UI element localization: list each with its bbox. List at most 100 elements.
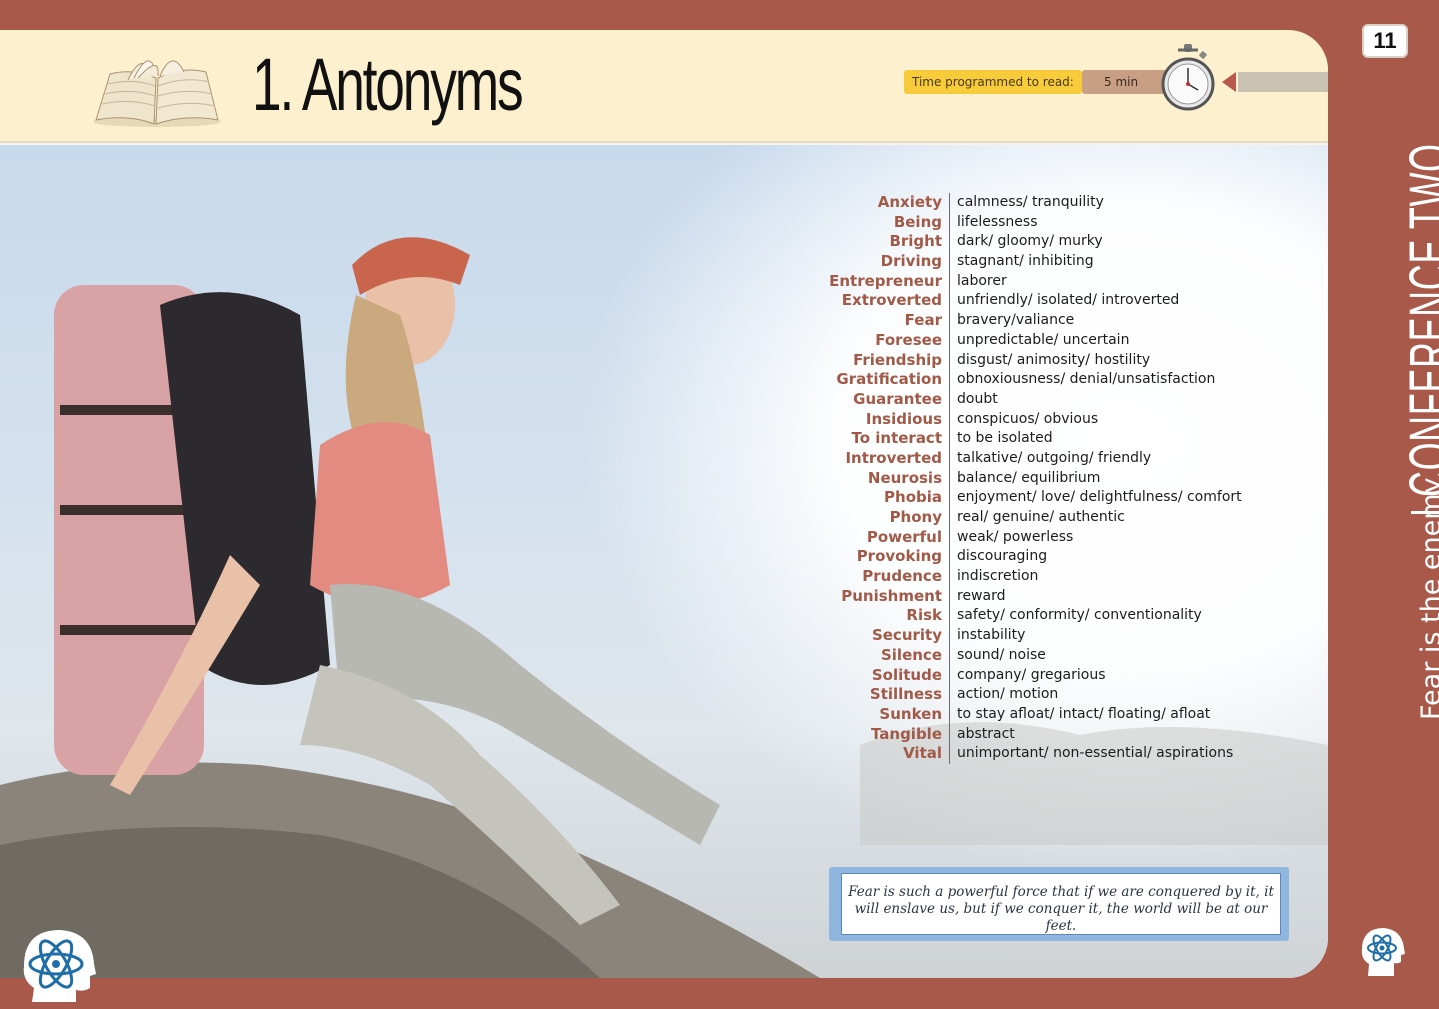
antonym-row: Silence sound/ noise — [776, 645, 1276, 666]
antonym-word: Punishment — [776, 586, 950, 607]
hero-photo — [0, 145, 1328, 978]
antonym-row: Extroverted unfriendly/ isolated/ introve… — [776, 291, 1276, 312]
antonym-row: Provoking discouraging — [776, 547, 1276, 568]
hiker-photo-illustration — [0, 237, 1328, 978]
antonym-definition: laborer — [957, 272, 1007, 289]
antonym-word: Solitude — [776, 665, 950, 686]
antonym-definition: unfriendly/ isolated/ introverted — [957, 292, 1180, 309]
side-section-title: Fear is the enemy CONFERENCE TWO — [1398, 0, 1439, 720]
antonym-definition: sound/ noise — [957, 646, 1046, 663]
antonym-definition: indiscretion — [957, 568, 1039, 585]
antonym-definition: company/ gregarious — [957, 666, 1106, 683]
antonym-word: To interact — [776, 429, 950, 449]
antonym-word: Security — [776, 626, 950, 646]
antonym-word: Extroverted — [776, 291, 950, 312]
antonym-word: Prudence — [776, 567, 950, 587]
antonym-definition: abstract — [957, 725, 1015, 742]
side-subtitle: Fear is the enemy — [1415, 477, 1439, 720]
antonym-definition: talkative/ outgoing/ friendly — [957, 449, 1152, 466]
antonym-definition: lifelessness — [957, 213, 1038, 230]
quote-line-1: Fear is such a powerful force that if we… — [848, 884, 1274, 900]
antonym-word: Entrepreneur — [776, 271, 950, 292]
antonym-row: Powerful weak/ powerless — [776, 527, 1276, 548]
antonym-row: Phobia enjoyment/ love/ delightfulness/ c… — [776, 488, 1276, 508]
atom-head-logo — [23, 930, 96, 1002]
antonym-word: Anxiety — [776, 193, 950, 213]
antonym-row: Guarantee doubt — [776, 389, 1276, 410]
antonym-definition: calmness/ tranquility — [957, 194, 1104, 210]
antonym-word: Friendship — [776, 350, 950, 371]
antonym-row: Phony real/ genuine/ authentic — [776, 508, 1276, 528]
antonym-word: Insidious — [776, 409, 950, 430]
antonym-definition: safety/ conformity/ conventionality — [957, 607, 1202, 624]
antonym-row: Friendship disgust/ animosity/ hostility — [776, 350, 1276, 371]
antonym-word: Powerful — [776, 527, 950, 548]
antonym-word: Provoking — [776, 547, 950, 568]
antonym-word: Phony — [776, 508, 950, 528]
antonym-word: Introverted — [776, 448, 950, 469]
antonym-definition: weak/ powerless — [957, 528, 1074, 545]
side-section-name-text: CONFERENCE TWO — [1398, 143, 1439, 497]
side-section-name: CONFERENCE TWO — [1398, 0, 1439, 497]
antonym-row: Risk safety/ conformity/ conventionality — [776, 606, 1276, 627]
antonym-definition: doubt — [957, 390, 998, 407]
reading-time-label: Time programmed to read: — [904, 70, 1082, 94]
antonym-row: Bright dark/ gloomy/ murky — [776, 232, 1276, 253]
antonym-row: Security instability — [776, 626, 1276, 646]
antonym-row: Neurosis balance/ equilibrium — [776, 468, 1276, 489]
progress-marker — [1222, 72, 1236, 92]
antonym-row: Vital unimportant/ non-essential/ aspirat… — [776, 744, 1276, 764]
antonym-definition: reward — [957, 587, 1006, 604]
antonym-word: Gratification — [776, 370, 950, 390]
antonym-definition: disgust/ animosity/ hostility — [957, 351, 1151, 368]
antonym-definition: discouraging — [957, 548, 1048, 565]
antonym-definition: enjoyment/ love/ delightfulness/ comfort — [957, 489, 1242, 506]
quote-text: Fear is such a powerful force that if we… — [841, 873, 1281, 935]
antonym-row: Introverted talkative/ outgoing/ friendly — [776, 448, 1276, 469]
antonym-row: Solitude company/ gregarious — [776, 665, 1276, 686]
antonym-word: Guarantee — [776, 389, 950, 410]
antonym-definition: real/ genuine/ authentic — [957, 509, 1125, 525]
page-panel: 1. Antonyms Time programmed to read: 5 m… — [0, 30, 1328, 978]
antonym-definition: stagnant/ inhibiting — [957, 253, 1094, 270]
antonym-word: Bright — [776, 232, 950, 253]
antonym-word: Vital — [776, 744, 950, 764]
page-title: 1. Antonyms — [252, 43, 524, 126]
antonym-definition: dark/ gloomy/ murky — [957, 233, 1103, 250]
antonym-definition: unpredictable/ uncertain — [957, 331, 1130, 348]
antonym-definition: conspicuos/ obvious — [957, 410, 1099, 427]
antonym-word: Fear — [776, 311, 950, 331]
antonym-definition: obnoxiousness/ denial/unsatisfaction — [957, 371, 1216, 388]
antonym-word: Stillness — [776, 685, 950, 705]
antonym-row: Driving stagnant/ inhibiting — [776, 252, 1276, 272]
antonym-definition: bravery/valiance — [957, 312, 1075, 329]
antonym-row: Insidious conspicuos/ obvious — [776, 409, 1276, 430]
header: 1. Antonyms Time programmed to read: 5 m… — [0, 30, 1328, 143]
antonym-definition: instability — [957, 627, 1026, 644]
antonym-word: Driving — [776, 252, 950, 272]
antonym-definition: action/ motion — [957, 686, 1059, 703]
antonym-row: Prudence indiscretion — [776, 567, 1276, 587]
antonym-definition: balance/ equilibrium — [957, 469, 1101, 486]
antonym-row: Fear bravery/valiance — [776, 311, 1276, 331]
antonym-row: Tangible abstract — [776, 724, 1276, 745]
antonym-row: Punishment reward — [776, 586, 1276, 607]
antonym-row: Foresee unpredictable/ uncertain — [776, 330, 1276, 351]
antonym-row: Entrepreneur laborer — [776, 271, 1276, 292]
antonym-word: Silence — [776, 645, 950, 666]
quote-line-2: will enslave us, but if we conquer it, t… — [854, 901, 1268, 934]
antonym-row: Being lifelessness — [776, 212, 1276, 233]
antonym-word: Phobia — [776, 488, 950, 508]
antonym-row: Stillness action/ motion — [776, 685, 1276, 705]
antonym-word: Foresee — [776, 330, 950, 351]
antonym-table: Anxiety calmness/ tranquility Being lifeles… — [776, 193, 1276, 764]
side-separator — [1411, 511, 1439, 514]
stopwatch-icon — [1161, 44, 1215, 111]
antonym-word: Neurosis — [776, 468, 950, 489]
quote-box: Fear is such a powerful force that if we… — [829, 867, 1289, 941]
antonym-row: Sunken to stay afloat/ intact/ floating/ … — [776, 704, 1276, 725]
open-book-icon — [93, 60, 221, 127]
antonym-row: To interact to be isolated — [776, 429, 1276, 449]
antonym-row: Gratification obnoxiousness/ denial/unsat… — [776, 370, 1276, 390]
page-number: 11 — [1362, 24, 1408, 58]
